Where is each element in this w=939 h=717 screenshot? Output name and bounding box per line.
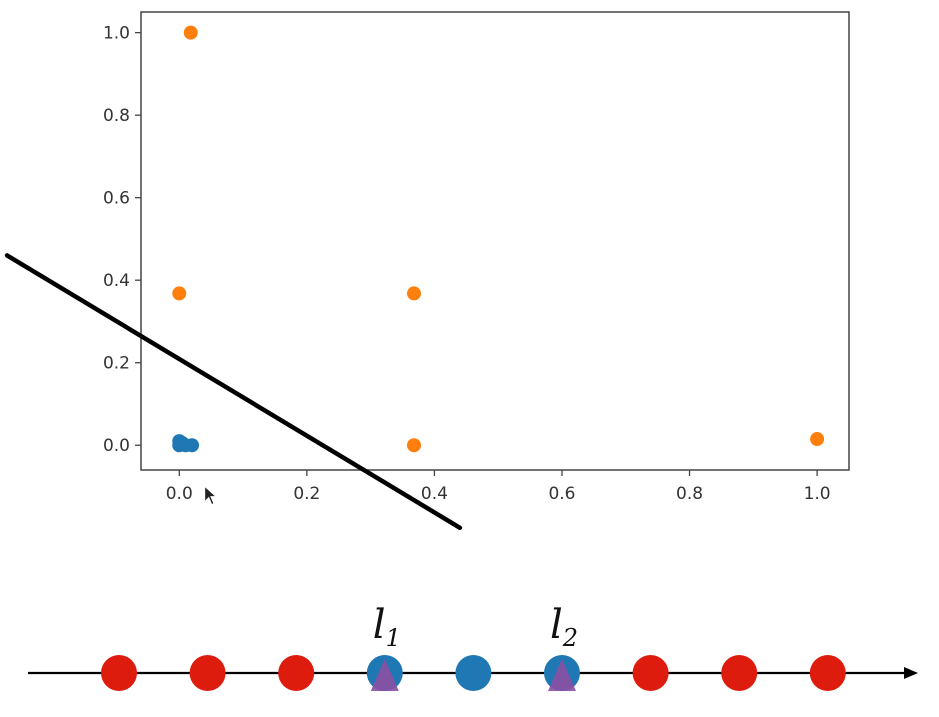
x-tick-label: 0.4 bbox=[421, 484, 448, 504]
y-axis: 0.0 0.2 0.4 0.6 0.8 1.0 bbox=[103, 24, 141, 456]
data-point bbox=[172, 286, 187, 301]
landmark-labels: l1 l2 bbox=[373, 602, 578, 652]
y-tick-label: 1.0 bbox=[103, 24, 130, 44]
data-point bbox=[406, 438, 421, 453]
data-point bbox=[810, 432, 825, 447]
landmark-label-base: l bbox=[550, 602, 563, 648]
y-tick-label: 0.0 bbox=[103, 436, 130, 456]
number-line-point bbox=[721, 655, 758, 691]
number-line-point bbox=[632, 655, 669, 691]
number-line-point bbox=[278, 655, 315, 691]
landmark-label: l2 bbox=[550, 602, 578, 652]
landmark-triangle-icon bbox=[370, 659, 399, 691]
landmark-label-base: l bbox=[373, 602, 386, 648]
y-tick-label: 0.8 bbox=[103, 106, 130, 126]
separating-line bbox=[4, 253, 463, 531]
data-point bbox=[185, 438, 200, 453]
arrowhead-icon bbox=[904, 667, 918, 679]
landmark-label-subscript: 1 bbox=[386, 624, 401, 652]
y-tick-label: 0.6 bbox=[103, 189, 130, 209]
x-tick-label: 1.0 bbox=[804, 484, 831, 504]
landmark-label: l1 bbox=[373, 602, 401, 652]
plot-frame bbox=[140, 11, 850, 471]
number-line-point bbox=[455, 655, 492, 691]
y-tick-label: 0.4 bbox=[103, 271, 130, 291]
data-point bbox=[183, 25, 198, 40]
x-tick-label: 0.6 bbox=[548, 484, 575, 504]
landmark-triangle-icon bbox=[548, 659, 576, 691]
number-line: l1 l2 bbox=[28, 602, 918, 691]
number-line-points bbox=[101, 655, 846, 691]
data-points bbox=[172, 25, 825, 453]
number-line-point bbox=[809, 655, 846, 691]
x-tick-label: 0.8 bbox=[676, 484, 703, 504]
number-line-point bbox=[189, 655, 226, 691]
x-tick-label: 0.2 bbox=[293, 484, 320, 504]
x-axis: 0.0 0.2 0.4 0.6 0.8 1.0 bbox=[166, 470, 831, 504]
scatter-plot: 0.0 0.2 0.4 0.6 0.8 1.0 0.0 0.2 0.4 0.6 0.8 1.0 bbox=[103, 11, 850, 504]
data-point bbox=[406, 286, 421, 301]
landmark-label-subscript: 2 bbox=[562, 624, 578, 652]
x-tick-label: 0.0 bbox=[166, 484, 193, 504]
y-tick-label: 0.2 bbox=[103, 354, 130, 374]
number-line-point bbox=[101, 655, 137, 691]
mouse-cursor-icon bbox=[204, 485, 217, 506]
